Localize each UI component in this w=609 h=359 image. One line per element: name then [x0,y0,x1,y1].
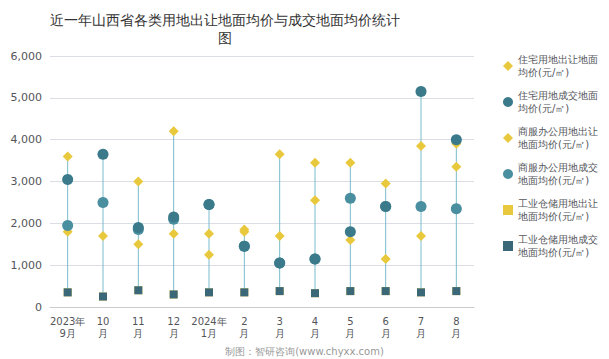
svg-text:月: 月 [98,328,108,339]
svg-text:制图：智研咨询(www.chyxx.com): 制图：智研咨询(www.chyxx.com) [225,346,384,357]
svg-text:月: 月 [416,328,426,339]
svg-text:月: 月 [275,328,285,339]
svg-text:11: 11 [132,316,145,327]
svg-text:6: 6 [382,316,388,327]
svg-text:3: 3 [276,316,282,327]
svg-text:4,000: 4,000 [11,133,43,146]
svg-text:10: 10 [97,316,110,327]
svg-text:月: 月 [310,328,320,339]
svg-text:月: 月 [239,328,249,339]
svg-text:均价(元/㎡): 均价(元/㎡) [517,67,569,78]
svg-text:地面均价(元/㎡): 地面均价(元/㎡) [517,139,589,150]
svg-text:月: 月 [381,328,391,339]
svg-text:5: 5 [347,316,353,327]
svg-text:2: 2 [241,316,247,327]
svg-text:0: 0 [35,301,42,314]
svg-text:6,000: 6,000 [11,50,43,63]
svg-text:3,000: 3,000 [11,175,43,188]
svg-text:7: 7 [418,316,424,327]
svg-text:商服办公用地出让: 商服办公用地出让 [518,126,598,137]
svg-text:地面均价(元/㎡): 地面均价(元/㎡) [517,175,589,186]
svg-text:2,000: 2,000 [11,217,43,230]
svg-text:图: 图 [218,30,232,46]
svg-text:8: 8 [453,316,459,327]
svg-text:2023年: 2023年 [50,316,85,327]
svg-text:住宅用地出让地面: 住宅用地出让地面 [518,54,598,65]
svg-text:近一年山西省各类用地出让地面均价与成交地面均价统计: 近一年山西省各类用地出让地面均价与成交地面均价统计 [50,12,400,28]
svg-text:月: 月 [345,328,355,339]
svg-text:均价(元/㎡): 均价(元/㎡) [517,103,569,114]
svg-text:2024年: 2024年 [191,316,226,327]
svg-text:月: 月 [133,328,143,339]
svg-text:地面均价(元/㎡): 地面均价(元/㎡) [517,247,589,258]
svg-text:工业仓储用地成交: 工业仓储用地成交 [518,234,598,245]
svg-text:商服办公用地成交: 商服办公用地成交 [518,162,598,173]
svg-text:住宅用地成交地面: 住宅用地成交地面 [518,90,598,101]
svg-text:月: 月 [169,328,179,339]
svg-text:5,000: 5,000 [11,91,43,104]
svg-text:1,000: 1,000 [11,259,43,272]
svg-text:月: 月 [451,328,461,339]
svg-text:1月: 1月 [201,328,217,339]
svg-text:地面均价(元/㎡): 地面均价(元/㎡) [517,211,589,222]
svg-text:12: 12 [167,316,180,327]
svg-text:4: 4 [312,316,318,327]
svg-text:工业仓储用地出让: 工业仓储用地出让 [518,198,598,209]
svg-text:9月: 9月 [59,328,75,339]
